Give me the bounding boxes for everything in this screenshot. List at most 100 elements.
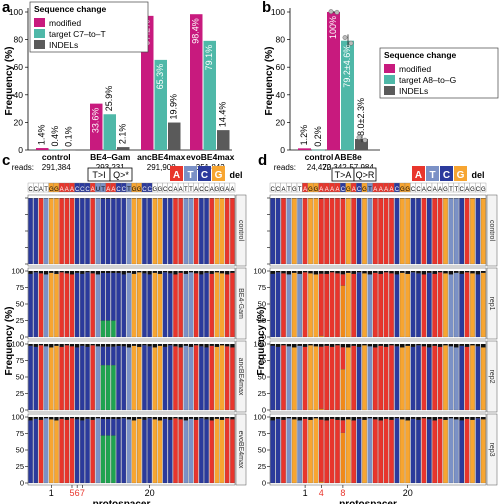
legend-entry: modified bbox=[49, 18, 81, 28]
stack-segment bbox=[394, 346, 400, 411]
deletion-segment bbox=[378, 417, 383, 421]
stack-segment bbox=[100, 365, 106, 411]
stack-segment bbox=[85, 272, 90, 338]
nuc-swatch-T bbox=[426, 166, 439, 181]
y-tick-label: 50 bbox=[16, 373, 24, 382]
stack-segment bbox=[74, 419, 80, 484]
stack-segment bbox=[421, 418, 427, 484]
deletion-segment bbox=[121, 417, 126, 419]
stack-segment bbox=[183, 420, 189, 484]
deletion-segment bbox=[319, 417, 324, 420]
stack-segment bbox=[43, 274, 49, 338]
sequence-base: G bbox=[137, 187, 142, 193]
deletion-segment bbox=[362, 344, 367, 346]
deletion-segment bbox=[131, 271, 137, 274]
deletion-segment bbox=[219, 344, 225, 346]
stack-segment bbox=[111, 272, 116, 321]
deletion-segment bbox=[297, 344, 302, 346]
stack-segment bbox=[80, 198, 85, 265]
deletion-segment bbox=[383, 417, 389, 419]
y-tick-label: 100 bbox=[11, 267, 24, 276]
deletion-segment bbox=[90, 344, 95, 346]
deletion-segment bbox=[152, 271, 157, 273]
stack-segment bbox=[54, 198, 59, 265]
stack-segment bbox=[173, 346, 178, 411]
stack-segment bbox=[173, 418, 178, 484]
stack-segment bbox=[470, 273, 475, 338]
stack-segment bbox=[80, 345, 85, 411]
deletion-segment bbox=[69, 417, 75, 419]
facet-label: control bbox=[488, 220, 495, 241]
conversion-label: T>I bbox=[92, 170, 105, 180]
stack-segment bbox=[405, 273, 411, 338]
stack-segment bbox=[90, 273, 95, 338]
stack-segment bbox=[33, 346, 39, 411]
sequence-base: C bbox=[142, 187, 147, 193]
stack-segment bbox=[475, 346, 481, 411]
nuc-label: T bbox=[429, 170, 435, 181]
stack-segment bbox=[214, 418, 220, 484]
stack-segment bbox=[480, 272, 486, 338]
stack-segment bbox=[59, 418, 64, 484]
facet-strip bbox=[235, 413, 247, 486]
conversion-label: T>A bbox=[335, 170, 352, 180]
deletion-segment bbox=[214, 271, 220, 273]
sequence-base: G bbox=[292, 187, 297, 193]
stack-segment bbox=[383, 198, 389, 265]
deletion-segment bbox=[448, 417, 454, 419]
stack-segment bbox=[64, 345, 70, 411]
y-tick-label: 25 bbox=[258, 316, 266, 325]
nuc-label: C bbox=[201, 170, 208, 181]
sequence-base: C bbox=[276, 187, 281, 193]
deletion-segment bbox=[225, 417, 230, 419]
stack-segment bbox=[204, 198, 209, 265]
deletion-segment bbox=[152, 417, 157, 420]
stack-segment bbox=[85, 418, 90, 484]
bar-a-evoBE4max-0 bbox=[190, 14, 203, 150]
deletion-segment bbox=[199, 271, 204, 275]
stack-segment bbox=[302, 418, 308, 484]
deletion-segment bbox=[443, 417, 448, 420]
facet-label: rep2 bbox=[488, 369, 495, 383]
deletion-segment bbox=[230, 271, 235, 273]
x-tick-label: 20 bbox=[145, 488, 155, 498]
y-tick-label: 100 bbox=[253, 413, 266, 422]
deletion-segment bbox=[459, 344, 464, 346]
deletion-segment bbox=[188, 417, 194, 419]
deletion-segment bbox=[116, 271, 121, 273]
deletion-segment bbox=[43, 271, 49, 275]
deletion-segment bbox=[367, 417, 373, 419]
data-label: 79.2±4.6% bbox=[342, 45, 352, 88]
deletion-segment bbox=[302, 417, 308, 419]
stack-segment bbox=[80, 273, 85, 338]
deletion-segment bbox=[157, 417, 163, 421]
deletion-segment bbox=[351, 417, 356, 421]
stack-segment bbox=[399, 272, 405, 338]
stack-segment bbox=[464, 418, 470, 484]
deletion-segment bbox=[194, 417, 199, 420]
data-label: 0.4% bbox=[50, 126, 60, 147]
sequence-base: A bbox=[106, 187, 110, 193]
nuc-swatch-A bbox=[412, 166, 425, 181]
deletion-segment bbox=[437, 271, 443, 273]
sequence-base: A bbox=[60, 187, 64, 193]
deletion-segment bbox=[209, 344, 214, 346]
sequence-base: T bbox=[101, 187, 105, 193]
sequence-base: C bbox=[357, 187, 362, 193]
conversion-box-2 bbox=[353, 167, 377, 182]
deletion-segment bbox=[454, 417, 459, 420]
deletion-segment bbox=[225, 344, 230, 347]
sequence-base: T bbox=[184, 187, 188, 193]
sequence-base: C bbox=[460, 187, 465, 193]
reads-value: 293,231 bbox=[96, 163, 125, 172]
deletion-segment bbox=[329, 344, 335, 347]
stack-segment bbox=[464, 198, 470, 265]
stack-segment bbox=[410, 346, 416, 411]
deletion-segment bbox=[356, 417, 362, 419]
bar-b-control-0 bbox=[298, 148, 311, 150]
stack-segment bbox=[389, 419, 394, 484]
y-tick-label: 75 bbox=[258, 429, 266, 438]
facet-d-control: control bbox=[267, 194, 498, 267]
stack-segment bbox=[405, 345, 411, 411]
